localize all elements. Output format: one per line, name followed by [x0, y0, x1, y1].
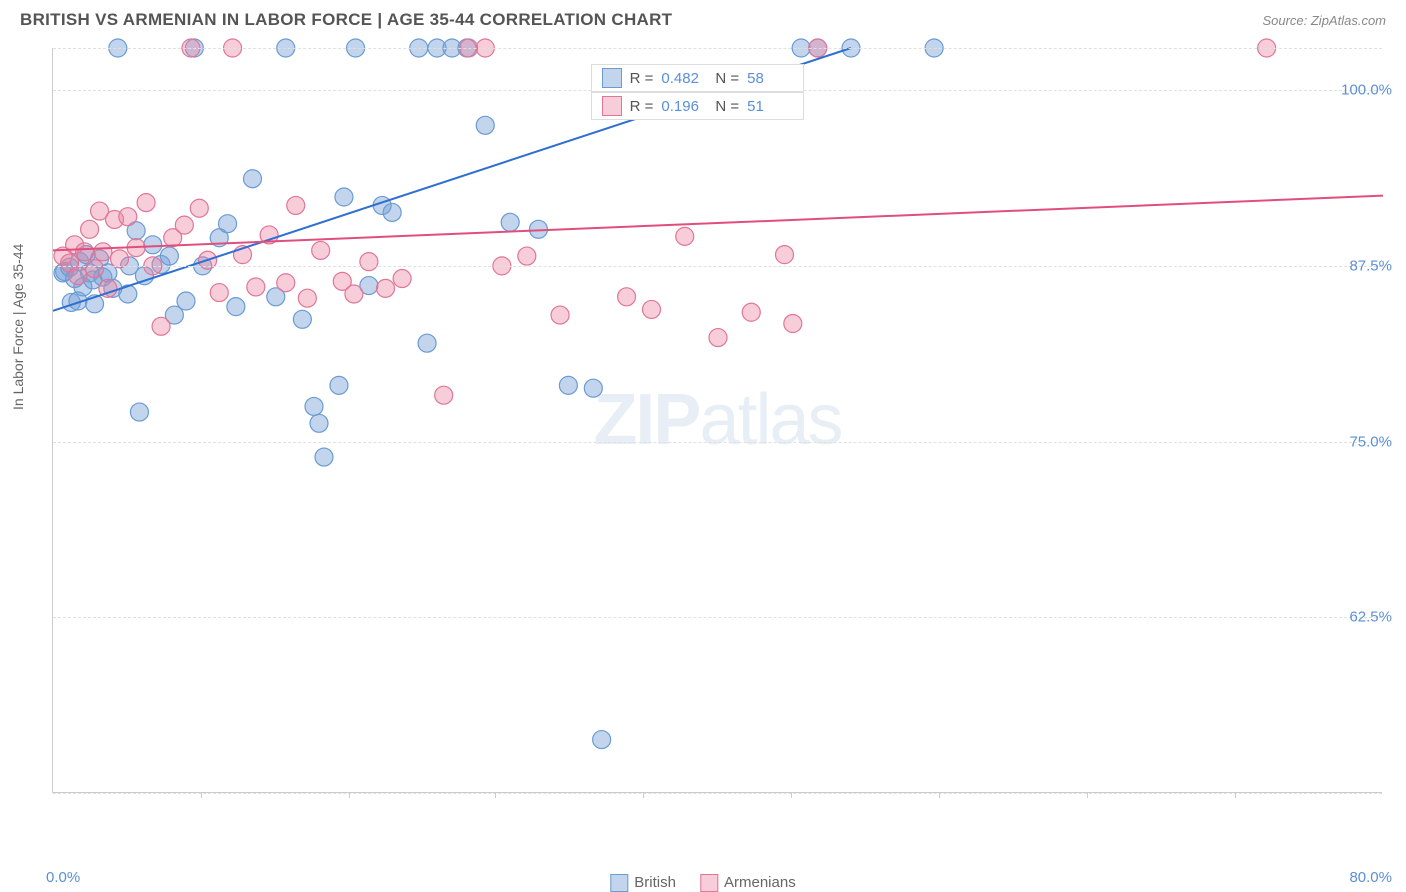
scatter-point [584, 379, 602, 397]
gridline-h [53, 48, 1382, 49]
scatter-point [345, 285, 363, 303]
stats-box-armenians: R = 0.196 N = 51 [591, 92, 805, 120]
x-tick [939, 792, 940, 798]
x-tick [1235, 792, 1236, 798]
legend-label: British [634, 874, 676, 891]
scatter-point [435, 386, 453, 404]
scatter-point [315, 448, 333, 466]
scatter-point [175, 216, 193, 234]
scatter-point [618, 288, 636, 306]
x-tick [643, 792, 644, 798]
regression-line [53, 196, 1383, 251]
legend-swatch-icon [700, 874, 718, 892]
x-tick [791, 792, 792, 798]
scatter-point [551, 306, 569, 324]
scatter-point [312, 241, 330, 259]
scatter-point [293, 310, 311, 328]
scatter-point [244, 170, 262, 188]
stats-swatch-icon [602, 68, 622, 88]
scatter-point [776, 246, 794, 264]
scatter-point [94, 243, 112, 261]
scatter-point [277, 274, 295, 292]
scatter-point [305, 397, 323, 415]
scatter-point [130, 403, 148, 421]
scatter-point [593, 731, 611, 749]
scatter-point [676, 227, 694, 245]
scatter-point [742, 303, 760, 321]
legend-swatch-icon [610, 874, 628, 892]
scatter-point [160, 247, 178, 265]
scatter-point [476, 116, 494, 134]
scatter-point [393, 270, 411, 288]
scatter-point [69, 267, 87, 285]
scatter-point [418, 334, 436, 352]
gridline-h [53, 266, 1382, 267]
x-tick-max: 80.0% [1349, 869, 1392, 886]
scatter-point [518, 247, 536, 265]
stat-r-value: 0.196 [661, 98, 707, 115]
chart-plot-area: ZIPatlas [52, 48, 1382, 793]
scatter-point [335, 188, 353, 206]
scatter-point [501, 213, 519, 231]
gridline-h [53, 617, 1382, 618]
y-tick-label: 75.0% [1349, 433, 1392, 450]
scatter-point [360, 253, 378, 271]
legend-item-armenians: Armenians [700, 874, 796, 892]
gridline-h [53, 442, 1382, 443]
chart-title: BRITISH VS ARMENIAN IN LABOR FORCE | AGE… [20, 10, 672, 30]
stats-swatch-icon [602, 96, 622, 116]
stat-r-label: R = [630, 98, 654, 115]
legend-label: Armenians [724, 874, 796, 891]
gridline-h [53, 793, 1382, 794]
scatter-point [210, 284, 228, 302]
scatter-point [310, 414, 328, 432]
scatter-point [227, 298, 245, 316]
x-tick [349, 792, 350, 798]
y-tick-label: 62.5% [1349, 609, 1392, 626]
y-tick-label: 87.5% [1349, 257, 1392, 274]
scatter-point [86, 260, 104, 278]
scatter-point [81, 220, 99, 238]
scatter-point [298, 289, 316, 307]
scatter-point [137, 194, 155, 212]
scatter-point [152, 317, 170, 335]
source-attribution: Source: ZipAtlas.com [1262, 13, 1386, 28]
scatter-point [247, 278, 265, 296]
stat-n-label: N = [715, 98, 739, 115]
y-axis-label: In Labor Force | Age 35-44 [10, 244, 26, 410]
y-tick-label: 100.0% [1341, 82, 1392, 99]
scatter-point [383, 203, 401, 221]
scatter-svg [53, 48, 1382, 792]
scatter-point [219, 215, 237, 233]
x-tick [201, 792, 202, 798]
scatter-point [76, 243, 94, 261]
legend-bottom: British Armenians [610, 874, 795, 892]
scatter-point [377, 279, 395, 297]
x-tick-min: 0.0% [46, 869, 80, 886]
stat-n-label: N = [715, 70, 739, 87]
scatter-point [144, 236, 162, 254]
scatter-point [177, 292, 195, 310]
stat-n-value: 58 [747, 70, 793, 87]
scatter-point [643, 300, 661, 318]
scatter-point [190, 199, 208, 217]
scatter-point [709, 329, 727, 347]
stat-r-value: 0.482 [661, 70, 707, 87]
scatter-point [784, 315, 802, 333]
stats-box-british: R = 0.482 N = 58 [591, 64, 805, 92]
scatter-point [559, 376, 577, 394]
scatter-point [287, 196, 305, 214]
scatter-point [330, 376, 348, 394]
stat-r-label: R = [630, 70, 654, 87]
scatter-point [119, 208, 137, 226]
legend-item-british: British [610, 874, 676, 892]
x-tick [495, 792, 496, 798]
stat-n-value: 51 [747, 98, 793, 115]
x-tick [1087, 792, 1088, 798]
